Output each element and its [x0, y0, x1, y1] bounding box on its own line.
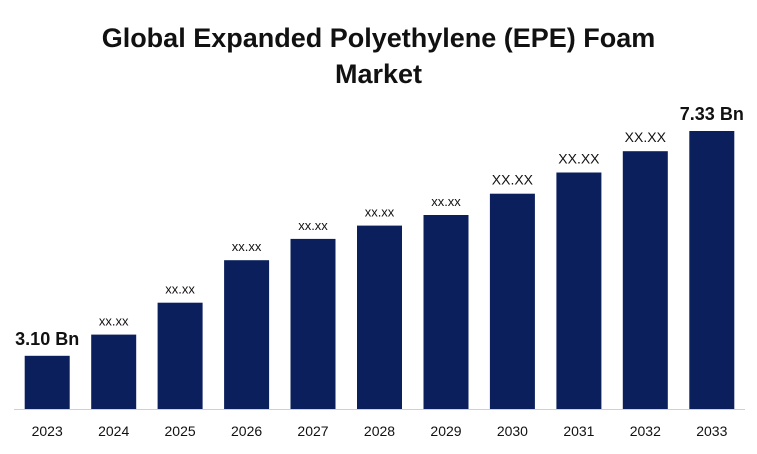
data-label-2023: 3.10 Bn [15, 329, 79, 349]
x-tick-label-2030: 2030 [497, 423, 528, 439]
bar-2033 [689, 131, 735, 409]
data-label-2028: xx.xx [365, 205, 395, 220]
x-tick-label-2023: 2023 [32, 423, 63, 439]
data-label-2026: xx.xx [232, 239, 262, 254]
chart-title-line-2: Market [334, 59, 423, 89]
bar-2023 [24, 355, 70, 409]
x-tick-label-2026: 2026 [231, 423, 262, 439]
data-label-2031: XX.XX [558, 151, 600, 167]
bar-2024 [91, 334, 137, 409]
data-labels: 3.10 Bn xx.xx xx.xx xx.xx xx.xx xx.xx xx.xx XX.… [15, 104, 744, 349]
x-tick-label-2031: 2031 [563, 423, 594, 439]
bar-2032 [622, 151, 668, 409]
bar-2030 [489, 193, 535, 409]
x-tick-label-2033: 2033 [696, 423, 727, 439]
x-tick-label-2024: 2024 [98, 423, 129, 439]
bar-2025 [157, 302, 203, 409]
data-label-2032: XX.XX [625, 129, 667, 145]
x-axis-ticks: 2023 2024 2025 2026 2027 2028 2029 2030 2031 2032… [32, 423, 728, 439]
x-tick-label-2028: 2028 [364, 423, 395, 439]
data-label-2030: XX.XX [492, 172, 534, 188]
data-label-2033: 7.33 Bn [680, 104, 744, 124]
data-label-2024: xx.xx [99, 314, 129, 329]
data-label-2027: xx.xx [298, 218, 328, 233]
bar-2028 [357, 225, 402, 409]
data-label-2029: xx.xx [431, 194, 461, 209]
x-tick-label-2029: 2029 [430, 423, 461, 439]
chart-title: Global Expanded Polyethylene (EPE) Foam … [0, 20, 757, 92]
bar-2027 [290, 238, 336, 409]
data-label-2025: xx.xx [165, 282, 195, 297]
bar-2031 [556, 172, 602, 409]
x-tick-label-2025: 2025 [165, 423, 196, 439]
chart-title-line-1: Global Expanded Polyethylene (EPE) Foam [101, 23, 656, 53]
x-tick-label-2032: 2032 [630, 423, 661, 439]
bar-2029 [423, 215, 469, 409]
bar-2026 [224, 260, 270, 409]
x-tick-label-2027: 2027 [297, 423, 328, 439]
bars-group [24, 131, 735, 409]
